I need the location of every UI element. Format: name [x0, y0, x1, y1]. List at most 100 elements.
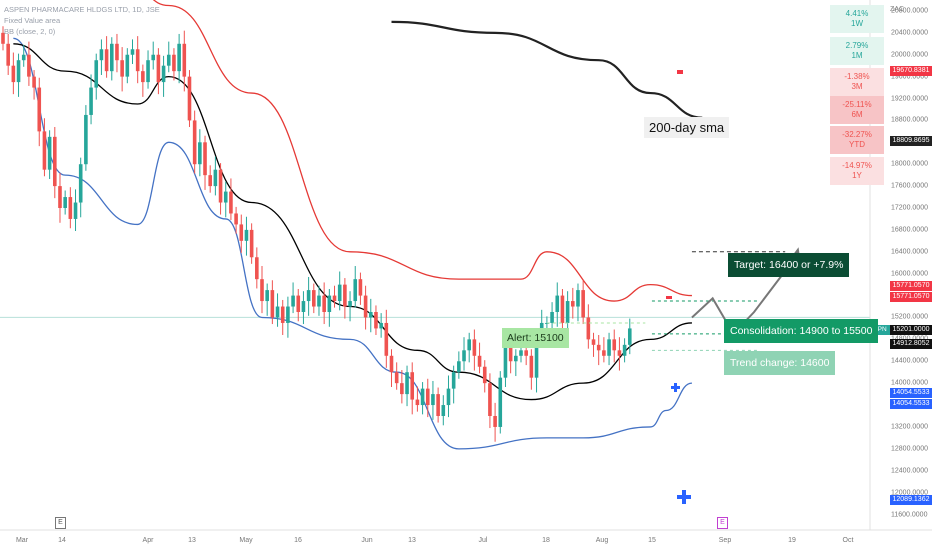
x-tick-label: Jun	[361, 537, 373, 544]
candle-body	[498, 377, 503, 427]
perf-cell-3m[interactable]: -1.38% 3M	[830, 68, 884, 96]
sma-200-line	[391, 20, 703, 119]
candle-body	[374, 312, 378, 329]
last-price-tag: 15201.0000	[890, 325, 932, 335]
x-tick-label: 13	[188, 537, 196, 544]
candle-body	[265, 290, 269, 302]
perf-period: YTD	[849, 140, 865, 149]
candle-body	[130, 49, 135, 55]
upper-band-tag-a: 15771.0570	[890, 281, 932, 291]
candle-body	[280, 306, 285, 323]
x-tick-label: 16	[294, 537, 302, 544]
lower-band-line	[13, 37, 693, 450]
candle-body	[1, 32, 5, 44]
candle-body	[244, 229, 249, 241]
candle-body	[37, 87, 42, 132]
candle-body	[622, 344, 627, 356]
candle-body	[343, 284, 347, 307]
candle-body	[317, 295, 321, 307]
candle-body	[529, 355, 534, 378]
candle-body	[249, 229, 254, 258]
candle-body	[73, 202, 78, 219]
y-tick-label: 13200.0000	[891, 423, 928, 431]
candle-body	[151, 54, 156, 61]
earnings-marker-2[interactable]: E	[717, 517, 728, 529]
candle-body	[508, 344, 513, 362]
y-tick-label: 20000.0000	[891, 51, 928, 59]
candle-body	[607, 339, 611, 356]
candle-body	[11, 65, 16, 83]
perf-cell-1w[interactable]: 4.41% 1W	[830, 5, 884, 33]
candle-body	[322, 295, 326, 312]
perf-period: 1M	[851, 51, 863, 60]
candle-body	[63, 197, 67, 208]
x-tick-label: 13	[408, 537, 416, 544]
y-tick-label: 14400.0000	[891, 357, 928, 365]
x-tick-label: Oct	[842, 537, 854, 544]
perf-cell-1m[interactable]: 2.79% 1M	[830, 37, 884, 65]
consolidation-callout: Consolidation: 14900 to 15500	[724, 319, 879, 343]
candle-body	[436, 394, 440, 416]
candle-body	[327, 295, 332, 312]
candle-body	[384, 322, 389, 356]
y-tick-label: 20400.0000	[891, 29, 928, 37]
candle-body	[104, 49, 109, 72]
candle-body	[291, 295, 295, 307]
sma-tag: 18809.8695	[890, 136, 932, 146]
candle-body	[89, 87, 93, 115]
perf-period: 1Y	[852, 171, 862, 180]
y-tick-label: 12800.0000	[891, 445, 928, 453]
perf-cell-1y[interactable]: -14.97% 1Y	[830, 157, 884, 185]
y-tick-label: 11600.0000	[891, 511, 928, 519]
candle-body	[234, 213, 238, 225]
earnings-marker-1[interactable]: E	[55, 517, 66, 529]
candle-body	[348, 301, 352, 307]
upper-band-peak-tag: 19670.8381	[890, 66, 932, 76]
candle-body	[146, 60, 150, 83]
x-tick-label: Mar	[15, 537, 29, 544]
lower-band-tag-b: 14054.5533	[890, 399, 932, 409]
x-tick-label: 14	[58, 537, 66, 544]
currency-label: ZAC	[890, 6, 904, 13]
perf-value: 2.79%	[845, 41, 869, 50]
candle-body	[312, 290, 316, 307]
chart-background	[0, 0, 870, 550]
candle-body	[135, 49, 140, 72]
candle-body	[286, 306, 290, 323]
candle-body	[58, 186, 62, 208]
candle-body	[358, 279, 363, 296]
perf-cell-6m[interactable]: -25.11% 6M	[830, 96, 884, 124]
candle-body	[431, 394, 435, 406]
candle-body	[332, 295, 337, 302]
candle-body	[425, 388, 430, 406]
x-tick-label: Sep	[718, 537, 732, 544]
upper-band-line	[152, 0, 692, 302]
y-tick-label: 16400.0000	[891, 248, 928, 256]
candle-body	[120, 60, 124, 77]
y-tick-label: 19600.0000	[891, 73, 928, 81]
y-tick-label: 18800.0000	[891, 116, 928, 124]
x-tick-label: May	[239, 537, 253, 544]
candle-body	[21, 54, 26, 61]
target-callout: Target: 16400 or +7.9%	[728, 253, 850, 277]
candle-body	[545, 322, 549, 324]
candle-body	[612, 339, 617, 351]
candle-body	[550, 312, 554, 323]
red-dash-marker	[677, 70, 683, 74]
x-tick-label: 19	[788, 537, 796, 544]
candle-body	[565, 301, 570, 323]
candle-body	[472, 339, 477, 356]
candle-body	[198, 142, 202, 165]
y-tick-label: 17600.0000	[891, 182, 928, 190]
candle-body	[446, 388, 451, 406]
perf-cell-ytd[interactable]: -32.27% YTD	[830, 126, 884, 154]
candle-body	[576, 290, 580, 307]
candle-body	[255, 257, 259, 280]
y-tick-label: 12400.0000	[891, 467, 928, 475]
candle-body	[596, 344, 601, 351]
candle-body	[109, 43, 114, 72]
candle-body	[187, 76, 192, 121]
candle-body	[270, 290, 275, 318]
candle-body	[581, 290, 585, 318]
